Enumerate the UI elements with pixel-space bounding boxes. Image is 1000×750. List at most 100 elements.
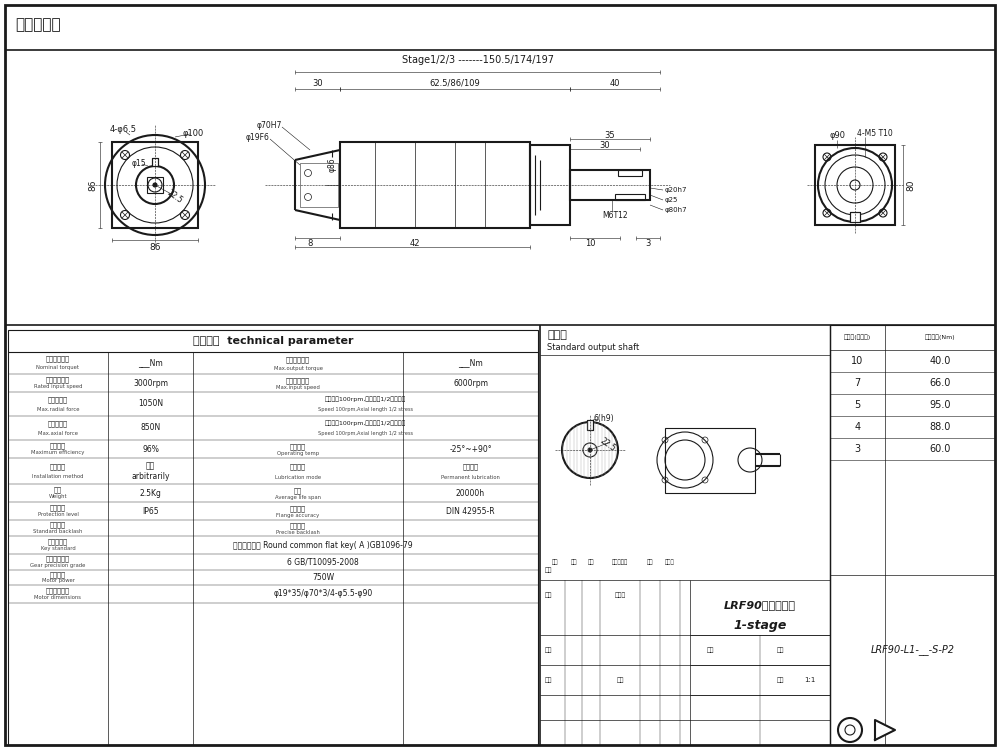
Text: 42: 42 xyxy=(410,238,420,248)
Text: Average life span: Average life span xyxy=(275,495,321,500)
Bar xyxy=(152,158,158,166)
Text: 22.5: 22.5 xyxy=(166,188,184,206)
Text: Flange accuracy: Flange accuracy xyxy=(276,513,320,518)
Text: 任意
arbitrarily: 任意 arbitrarily xyxy=(131,461,170,481)
Text: φ25: φ25 xyxy=(665,197,678,203)
Text: 标记: 标记 xyxy=(552,560,558,565)
Text: 额定转矩(Nm): 额定转矩(Nm) xyxy=(925,334,955,340)
Text: 40: 40 xyxy=(610,79,620,88)
Bar xyxy=(112,142,198,228)
Text: Protection level: Protection level xyxy=(38,512,78,517)
Text: Speed 100rpm,Axial length 1/2 stress: Speed 100rpm,Axial length 1/2 stress xyxy=(318,406,413,412)
Text: φ19F6: φ19F6 xyxy=(246,133,270,142)
Text: 电机安装尺寸: 电机安装尺寸 xyxy=(46,587,70,594)
Text: 30: 30 xyxy=(312,79,323,88)
Text: Speed 100rpm,Axial length 1/2 stress: Speed 100rpm,Axial length 1/2 stress xyxy=(318,430,413,436)
Text: 标准化: 标准化 xyxy=(614,592,626,598)
Text: ___Nm: ___Nm xyxy=(458,358,483,368)
Bar xyxy=(8,330,538,745)
Text: 比例: 比例 xyxy=(776,677,784,682)
Text: 签名: 签名 xyxy=(647,560,653,565)
Text: 使用温度: 使用温度 xyxy=(290,443,306,449)
Text: 设计: 设计 xyxy=(545,592,552,598)
Text: 22.5: 22.5 xyxy=(599,436,617,454)
Text: Motor power: Motor power xyxy=(42,578,74,584)
Bar xyxy=(850,212,860,222)
Bar xyxy=(618,170,642,176)
Bar xyxy=(830,575,995,745)
Text: 3000rpm: 3000rpm xyxy=(133,379,168,388)
Text: 精密侧隙: 精密侧隙 xyxy=(290,522,306,529)
Text: 客户名称：: 客户名称： xyxy=(15,17,61,32)
Text: DIN 42955-R: DIN 42955-R xyxy=(446,506,495,515)
Text: 标记: 标记 xyxy=(545,567,552,573)
Text: 4-M5 T10: 4-M5 T10 xyxy=(857,128,893,137)
Text: φ100: φ100 xyxy=(182,128,204,137)
Text: 安装方式: 安装方式 xyxy=(50,463,66,470)
Text: 分区: 分区 xyxy=(588,560,594,565)
Text: 减速比(可选择): 减速比(可选择) xyxy=(844,334,871,340)
Text: Gear precision grade: Gear precision grade xyxy=(30,563,86,568)
Text: φ15: φ15 xyxy=(132,158,146,167)
Text: 4: 4 xyxy=(854,422,861,432)
Text: Lubrication mode: Lubrication mode xyxy=(275,475,321,480)
Text: LRF90-L1-__-S-P2: LRF90-L1-__-S-P2 xyxy=(871,644,955,656)
Text: 86: 86 xyxy=(88,179,98,190)
Text: 95.0: 95.0 xyxy=(929,400,951,410)
Text: Standard backlash: Standard backlash xyxy=(33,529,83,534)
Text: 86: 86 xyxy=(149,244,161,253)
Text: 更改文件号: 更改文件号 xyxy=(612,560,628,565)
Bar xyxy=(300,163,338,207)
Text: 输出转速100rpm,输出轴长1/2处为受力: 输出转速100rpm,输出轴长1/2处为受力 xyxy=(325,397,406,403)
Text: 80: 80 xyxy=(906,179,916,190)
Polygon shape xyxy=(875,720,895,740)
Text: 最大轴向力: 最大轴向力 xyxy=(48,421,68,427)
Text: 62.5/86/109: 62.5/86/109 xyxy=(430,79,480,88)
Text: 批准: 批准 xyxy=(616,677,624,682)
Text: 7: 7 xyxy=(854,378,861,388)
Bar xyxy=(815,145,895,225)
Text: -25°~+90°: -25°~+90° xyxy=(449,445,492,454)
Bar xyxy=(152,158,158,166)
Text: Standard output shaft: Standard output shaft xyxy=(547,343,639,352)
Text: 最大输出转矩: 最大输出转矩 xyxy=(286,356,310,363)
Bar xyxy=(615,194,645,200)
Text: 寿命: 寿命 xyxy=(294,487,302,494)
Text: 重量: 重量 xyxy=(776,647,784,652)
Text: 10: 10 xyxy=(851,356,864,366)
Circle shape xyxy=(153,183,157,187)
Text: 齿轮精度等级: 齿轮精度等级 xyxy=(46,556,70,562)
Text: Max.output torque: Max.output torque xyxy=(274,366,322,371)
Text: M6T12: M6T12 xyxy=(602,211,628,220)
Text: 850N: 850N xyxy=(140,424,161,433)
Circle shape xyxy=(588,448,592,452)
Text: 3: 3 xyxy=(854,444,861,454)
Text: IP65: IP65 xyxy=(142,506,159,515)
Text: 6 GB/T10095-2008: 6 GB/T10095-2008 xyxy=(287,557,359,566)
Text: Permanent lubrication: Permanent lubrication xyxy=(441,475,500,480)
Text: 防护等级: 防护等级 xyxy=(50,505,66,511)
Text: 输出转速100rpm,输出轴长1/2处为受力: 输出转速100rpm,输出轴长1/2处为受力 xyxy=(325,421,406,427)
Text: LRF90单级外形图: LRF90单级外形图 xyxy=(724,600,796,610)
Text: 审核: 审核 xyxy=(545,647,552,652)
Text: Stage1/2/3 -------150.5/174/197: Stage1/2/3 -------150.5/174/197 xyxy=(402,55,554,65)
Text: φ70H7: φ70H7 xyxy=(257,121,282,130)
Text: Max.axial force: Max.axial force xyxy=(38,430,78,436)
Text: Rated input speed: Rated input speed xyxy=(34,385,82,389)
Text: Maximum efficiency: Maximum efficiency xyxy=(31,451,85,455)
Text: 40.0: 40.0 xyxy=(929,356,951,366)
Text: 长效润滑: 长效润滑 xyxy=(462,464,479,470)
Bar xyxy=(587,420,593,430)
Bar xyxy=(147,177,163,193)
Text: 60.0: 60.0 xyxy=(929,444,951,454)
Text: φ90: φ90 xyxy=(829,130,845,140)
Text: 30: 30 xyxy=(600,140,610,149)
Bar xyxy=(830,325,995,745)
Text: 35: 35 xyxy=(605,130,615,140)
Text: 6000rpm: 6000rpm xyxy=(453,379,488,388)
Text: 年月日: 年月日 xyxy=(665,560,675,565)
Text: 标准轴: 标准轴 xyxy=(547,330,567,340)
Text: 标准侧隙: 标准侧隙 xyxy=(50,522,66,529)
Text: 技术参数  technical parameter: 技术参数 technical parameter xyxy=(193,336,353,346)
Text: 法兰精度: 法兰精度 xyxy=(290,505,306,512)
